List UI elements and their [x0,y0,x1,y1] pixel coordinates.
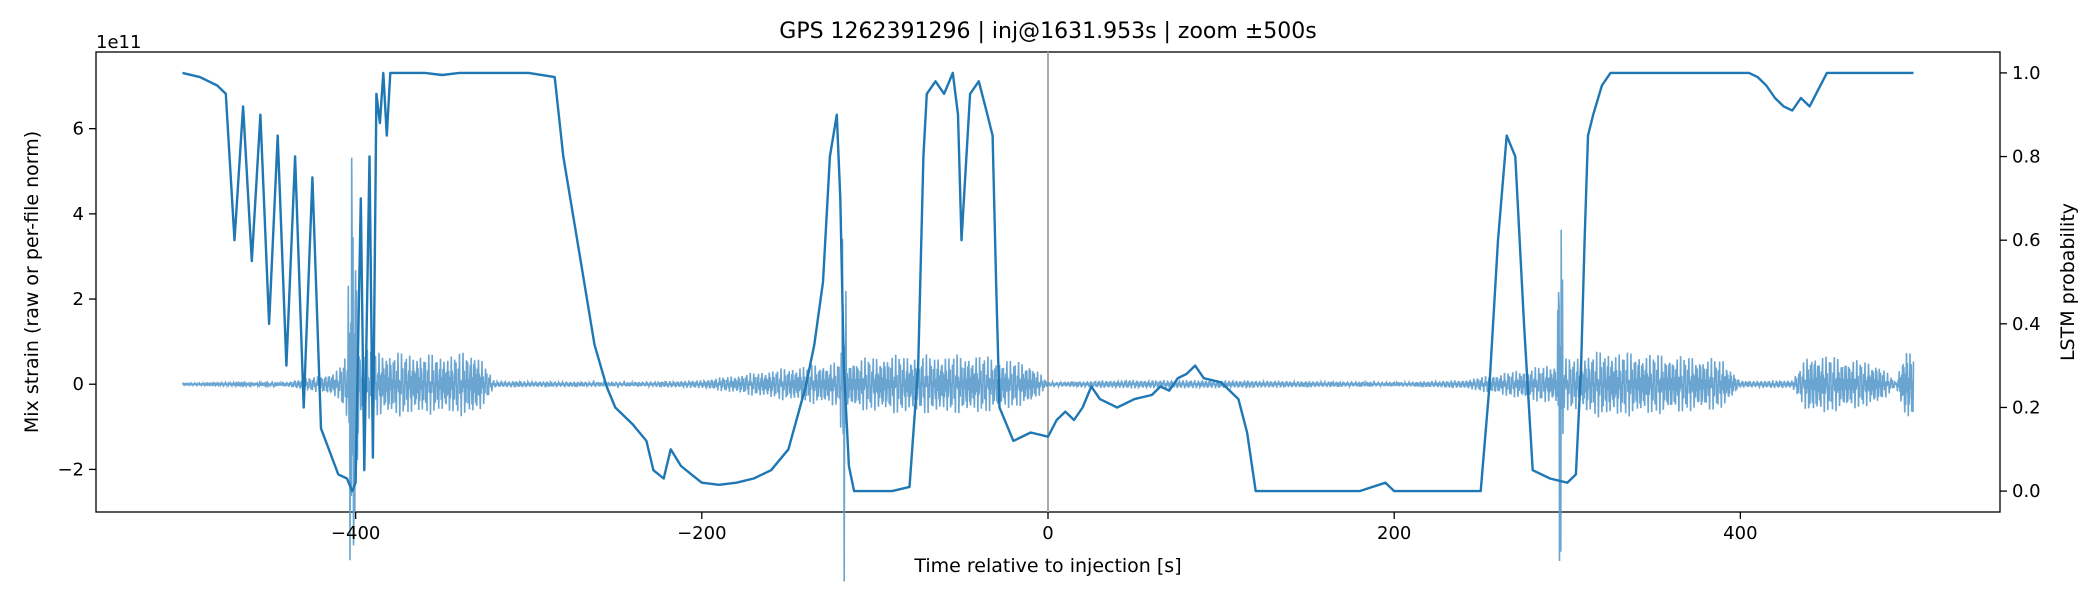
y-tick-label: 4 [73,204,84,225]
y-offset-label: 1e11 [96,32,141,53]
x-tick-label: −200 [677,523,726,544]
y2-tick-label: 0.2 [2012,397,2041,418]
y2-tick-label: 0.6 [2012,230,2041,251]
x-axis-label: Time relative to injection [s] [913,555,1181,577]
y-tick-label: 0 [73,374,84,395]
series-layer [181,52,1915,582]
lstm-probability-line [182,71,1914,493]
y2-tick-label: 0.4 [2012,314,2041,335]
chart-title: GPS 1262391296 | inj@1631.953s | zoom ±5… [779,19,1316,44]
y2-tick-label: 1.0 [2012,63,2041,84]
strain-series-line [181,157,1915,582]
x-axis-ticks: −400 −200 0 200 400 [331,512,1758,544]
x-tick-label: 200 [1377,523,1411,544]
y-axis-label: Mix strain (raw or per-file norm) [21,131,43,433]
y2-axis-label: LSTM probability [2057,203,2079,361]
y-tick-label: −2 [57,459,84,480]
x-tick-label: −400 [331,523,380,544]
x-tick-label: 400 [1723,523,1757,544]
y2-tick-label: 0.8 [2012,147,2041,168]
y-axis-ticks: −2 0 2 4 6 [57,119,96,480]
x-tick-label: 0 [1042,523,1053,544]
y2-tick-label: 0.0 [2012,481,2041,502]
y-tick-label: 2 [73,289,84,310]
y2-axis-ticks: 0.0 0.2 0.4 0.6 0.8 1.0 [2000,63,2041,502]
y-tick-label: 6 [73,119,84,140]
